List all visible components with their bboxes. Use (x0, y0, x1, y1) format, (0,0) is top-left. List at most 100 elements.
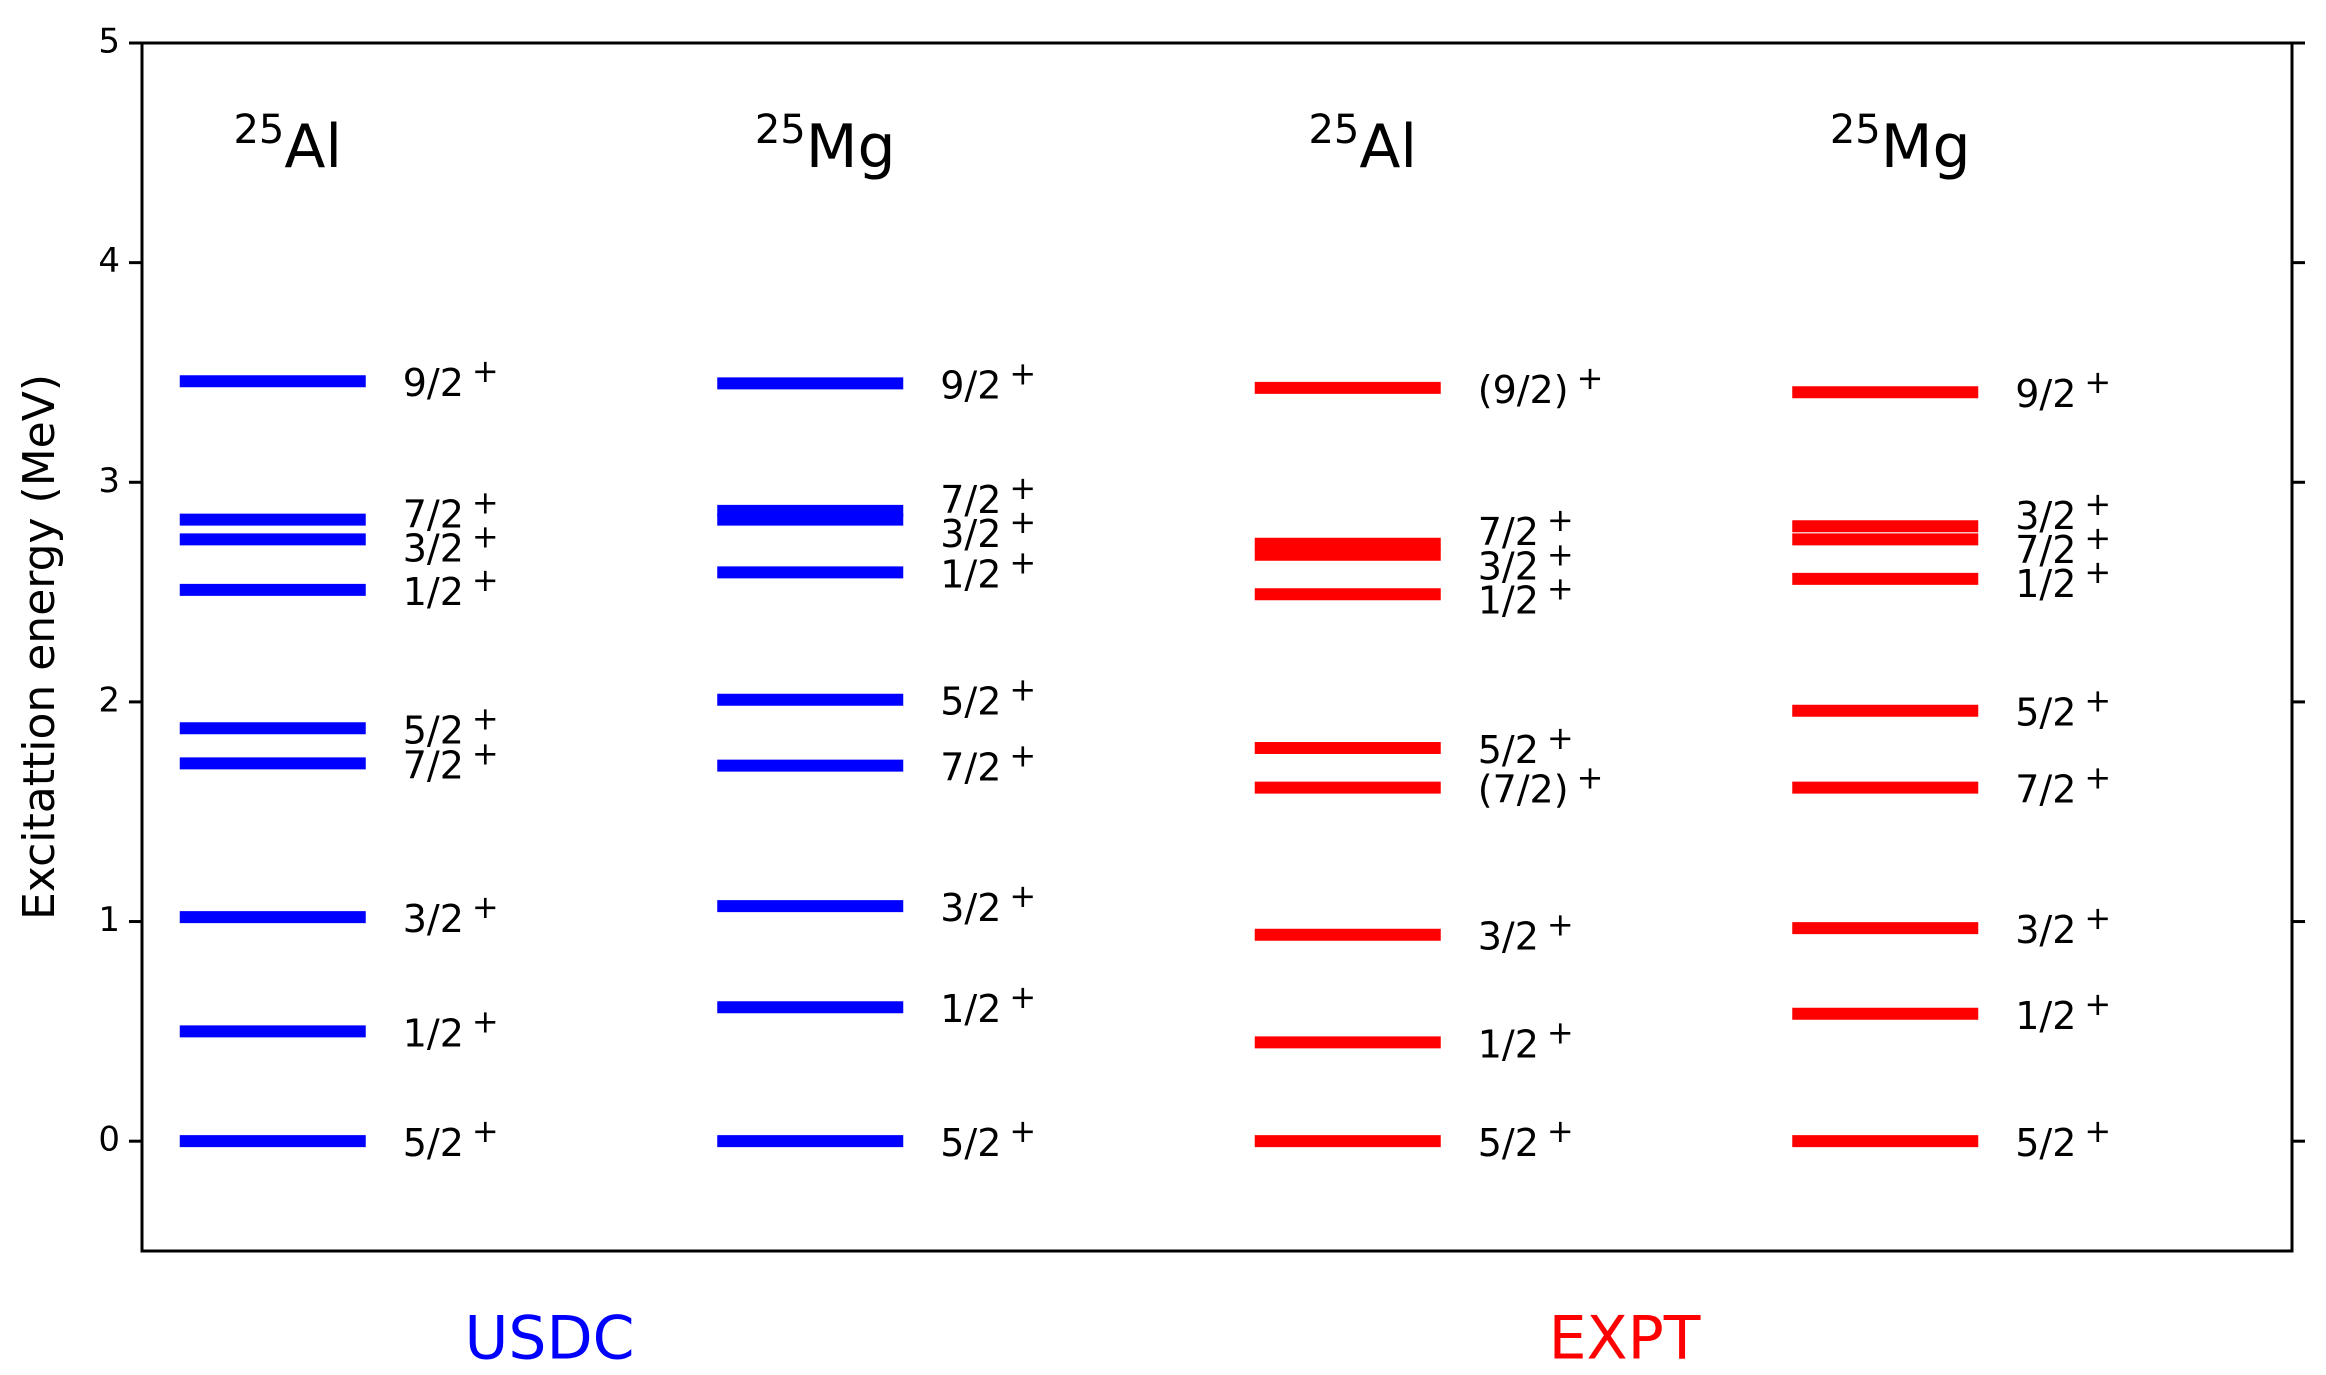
spin: 3/2 (403, 526, 464, 570)
parity: + (2084, 485, 2111, 523)
level-label: 3/2 + (403, 518, 499, 571)
parity: + (1577, 759, 1604, 797)
spin: 1/2 (2015, 993, 2076, 1037)
spin: 9/2 (403, 361, 464, 405)
level-label: 7/2 + (1478, 501, 1574, 554)
level-label: 9/2 + (403, 352, 499, 405)
parity: + (472, 352, 499, 390)
group-label: EXPT (1549, 1304, 1701, 1374)
parity: + (1009, 503, 1036, 541)
spin: 1/2 (940, 987, 1001, 1031)
parity: + (1009, 671, 1036, 709)
parity: + (1547, 1112, 1574, 1150)
level-label: 5/2 + (1478, 719, 1574, 772)
parity: + (1547, 501, 1574, 539)
parity: + (1577, 359, 1604, 397)
level-label: 3/2 + (1478, 535, 1574, 588)
parity: + (1547, 1013, 1574, 1051)
parity: + (2084, 519, 2111, 557)
parity: + (1009, 469, 1036, 507)
spin: 7/2 (403, 492, 464, 536)
spin: 7/2 (2015, 528, 2076, 572)
parity: + (1009, 737, 1036, 775)
y-tick-label: 5 (98, 22, 120, 62)
level-label: 1/2 + (940, 978, 1036, 1031)
level-label: (9/2) + (1478, 359, 1604, 412)
spin: 1/2 (2015, 562, 2076, 606)
spin: 7/2 (1478, 510, 1539, 554)
mass-number: 25 (233, 107, 284, 153)
level-label: 7/2 + (2015, 759, 2111, 812)
parity: + (1547, 906, 1574, 944)
nucleus-label: 25Mg (755, 107, 896, 182)
parity: + (1009, 978, 1036, 1016)
y-tick-label: 2 (98, 680, 120, 720)
parity: + (1009, 877, 1036, 915)
spin: 5/2 (940, 1121, 1001, 1165)
parity: + (472, 518, 499, 556)
plot-frame (140, 41, 2294, 1253)
level-label: 7/2 + (403, 483, 499, 536)
spin: 5/2 (403, 708, 464, 752)
level-label: 1/2 + (1478, 569, 1574, 622)
spin: (7/2) (1478, 767, 1569, 811)
level-label: 3/2 + (1478, 906, 1574, 959)
level-label: 1/2 + (403, 561, 499, 614)
nucleus-label: 25Al (1308, 107, 1417, 182)
y-tick-label: 1 (98, 900, 120, 940)
level-label: 9/2 + (2015, 363, 2111, 416)
mass-number: 25 (755, 107, 806, 153)
level-label: 5/2 + (403, 699, 499, 752)
spin: 7/2 (403, 743, 464, 787)
y-tick-label: 3 (98, 461, 120, 501)
level-label: (7/2) + (1478, 759, 1604, 812)
parity: + (2084, 363, 2111, 401)
parity: + (472, 1112, 499, 1150)
y-tick-label: 4 (98, 241, 120, 281)
spin: 9/2 (2015, 372, 2076, 416)
level-label: 3/2 + (940, 503, 1036, 556)
parity: + (472, 888, 499, 926)
level-label: 3/2 + (940, 877, 1036, 930)
parity: + (1009, 354, 1036, 392)
level-label: 7/2 + (940, 737, 1036, 790)
y-axis-label: Excitattion energy (MeV) (14, 374, 65, 920)
level-label: 3/2 + (2015, 899, 2111, 952)
level-label: 1/2 + (403, 1002, 499, 1055)
level-label: 5/2 + (940, 671, 1036, 724)
parity: + (2084, 899, 2111, 937)
spin: 5/2 (2015, 690, 2076, 734)
spin: 5/2 (940, 679, 1001, 723)
parity: + (472, 699, 499, 737)
level-label: 1/2 + (2015, 553, 2111, 606)
mass-number: 25 (1830, 107, 1881, 153)
element: Mg (806, 112, 896, 182)
spin: 3/2 (1478, 544, 1539, 588)
parity: + (1547, 719, 1574, 757)
spin: 7/2 (2015, 767, 2076, 811)
level-label: 1/2 + (940, 543, 1036, 596)
spin: 5/2 (1478, 1121, 1539, 1165)
level-label: 9/2 + (940, 354, 1036, 407)
parity: + (1547, 569, 1574, 607)
spin: 3/2 (403, 897, 464, 941)
element: Al (1359, 112, 1417, 182)
y-tick-label: 0 (98, 1120, 120, 1160)
parity: + (472, 561, 499, 599)
level-label: 5/2 + (2015, 682, 2111, 735)
spin: (9/2) (1478, 367, 1569, 411)
parity: + (472, 734, 499, 772)
parity: + (1547, 535, 1574, 573)
level-label: 3/2 + (403, 888, 499, 941)
spin: 3/2 (2015, 908, 2076, 952)
spin: 3/2 (940, 886, 1001, 930)
parity: + (472, 483, 499, 521)
level-label: 7/2 + (940, 469, 1036, 522)
spin: 3/2 (940, 512, 1001, 556)
parity: + (1009, 1112, 1036, 1150)
spin: 5/2 (1478, 728, 1539, 772)
level-label: 1/2 + (2015, 985, 2111, 1038)
spin: 9/2 (940, 363, 1001, 407)
spin: 7/2 (940, 478, 1001, 522)
